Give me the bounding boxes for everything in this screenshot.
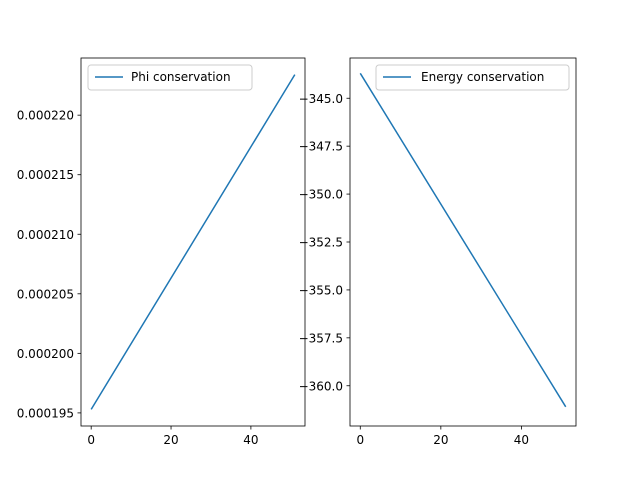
x-tick-label: 40 (514, 433, 529, 447)
series-line-phi (90, 74, 296, 410)
x-tick-label: 0 (87, 433, 95, 447)
x-tick-label: 20 (163, 433, 178, 447)
y-tick-label: 0.000205 (17, 287, 74, 301)
y-tick-label: 0.000215 (17, 168, 74, 182)
y-tick-label: 0.000195 (17, 406, 74, 420)
plot-area-energy (350, 58, 576, 426)
axes-frame-phi (80, 57, 306, 427)
legend-box-phi (87, 64, 253, 91)
legend-box-energy (375, 64, 570, 91)
subplot-energy: 0 20 40 −345.0 −347.5 −350.0 −352.5 −355.0 −357… (299, 57, 577, 447)
y-tick-label: −355.0 (299, 283, 343, 297)
y-tick-label: 0.000210 (17, 228, 74, 242)
legend-label-energy: Energy conservation (421, 70, 544, 84)
y-tick-label: −345.0 (299, 92, 343, 106)
x-tick-label: 20 (433, 433, 448, 447)
legend-energy: Energy conservation (375, 64, 570, 91)
x-tick-label: 0 (356, 433, 364, 447)
series-layer-phi (90, 74, 296, 410)
x-axis-energy: 0 20 40 (356, 426, 529, 447)
legend-phi: Phi conservation (87, 64, 253, 91)
series-line-energy (359, 72, 567, 408)
y-tick-label: 0.000200 (17, 347, 74, 361)
x-axis-phi: 0 20 40 (87, 426, 259, 447)
x-tick-label: 40 (243, 433, 258, 447)
y-tick-label: 0.000220 (17, 109, 74, 123)
y-tick-label: −352.5 (299, 236, 343, 250)
y-tick-label: −360.0 (299, 379, 343, 393)
y-axis-energy: −345.0 −347.5 −350.0 −352.5 −355.0 −357.5 −360… (299, 92, 350, 393)
legend-label-phi: Phi conservation (131, 70, 231, 84)
y-axis-phi: 0.000195 0.000200 0.000205 0.000210 0.000215… (17, 109, 81, 420)
y-tick-label: −357.5 (299, 331, 343, 345)
y-tick-label: −347.5 (299, 140, 343, 154)
y-tick-label: −350.0 (299, 188, 343, 202)
subplot-phi: 0 20 40 0.0001950.0002000.0002050.0002100.… (17, 57, 306, 447)
series-layer-energy (359, 72, 567, 408)
